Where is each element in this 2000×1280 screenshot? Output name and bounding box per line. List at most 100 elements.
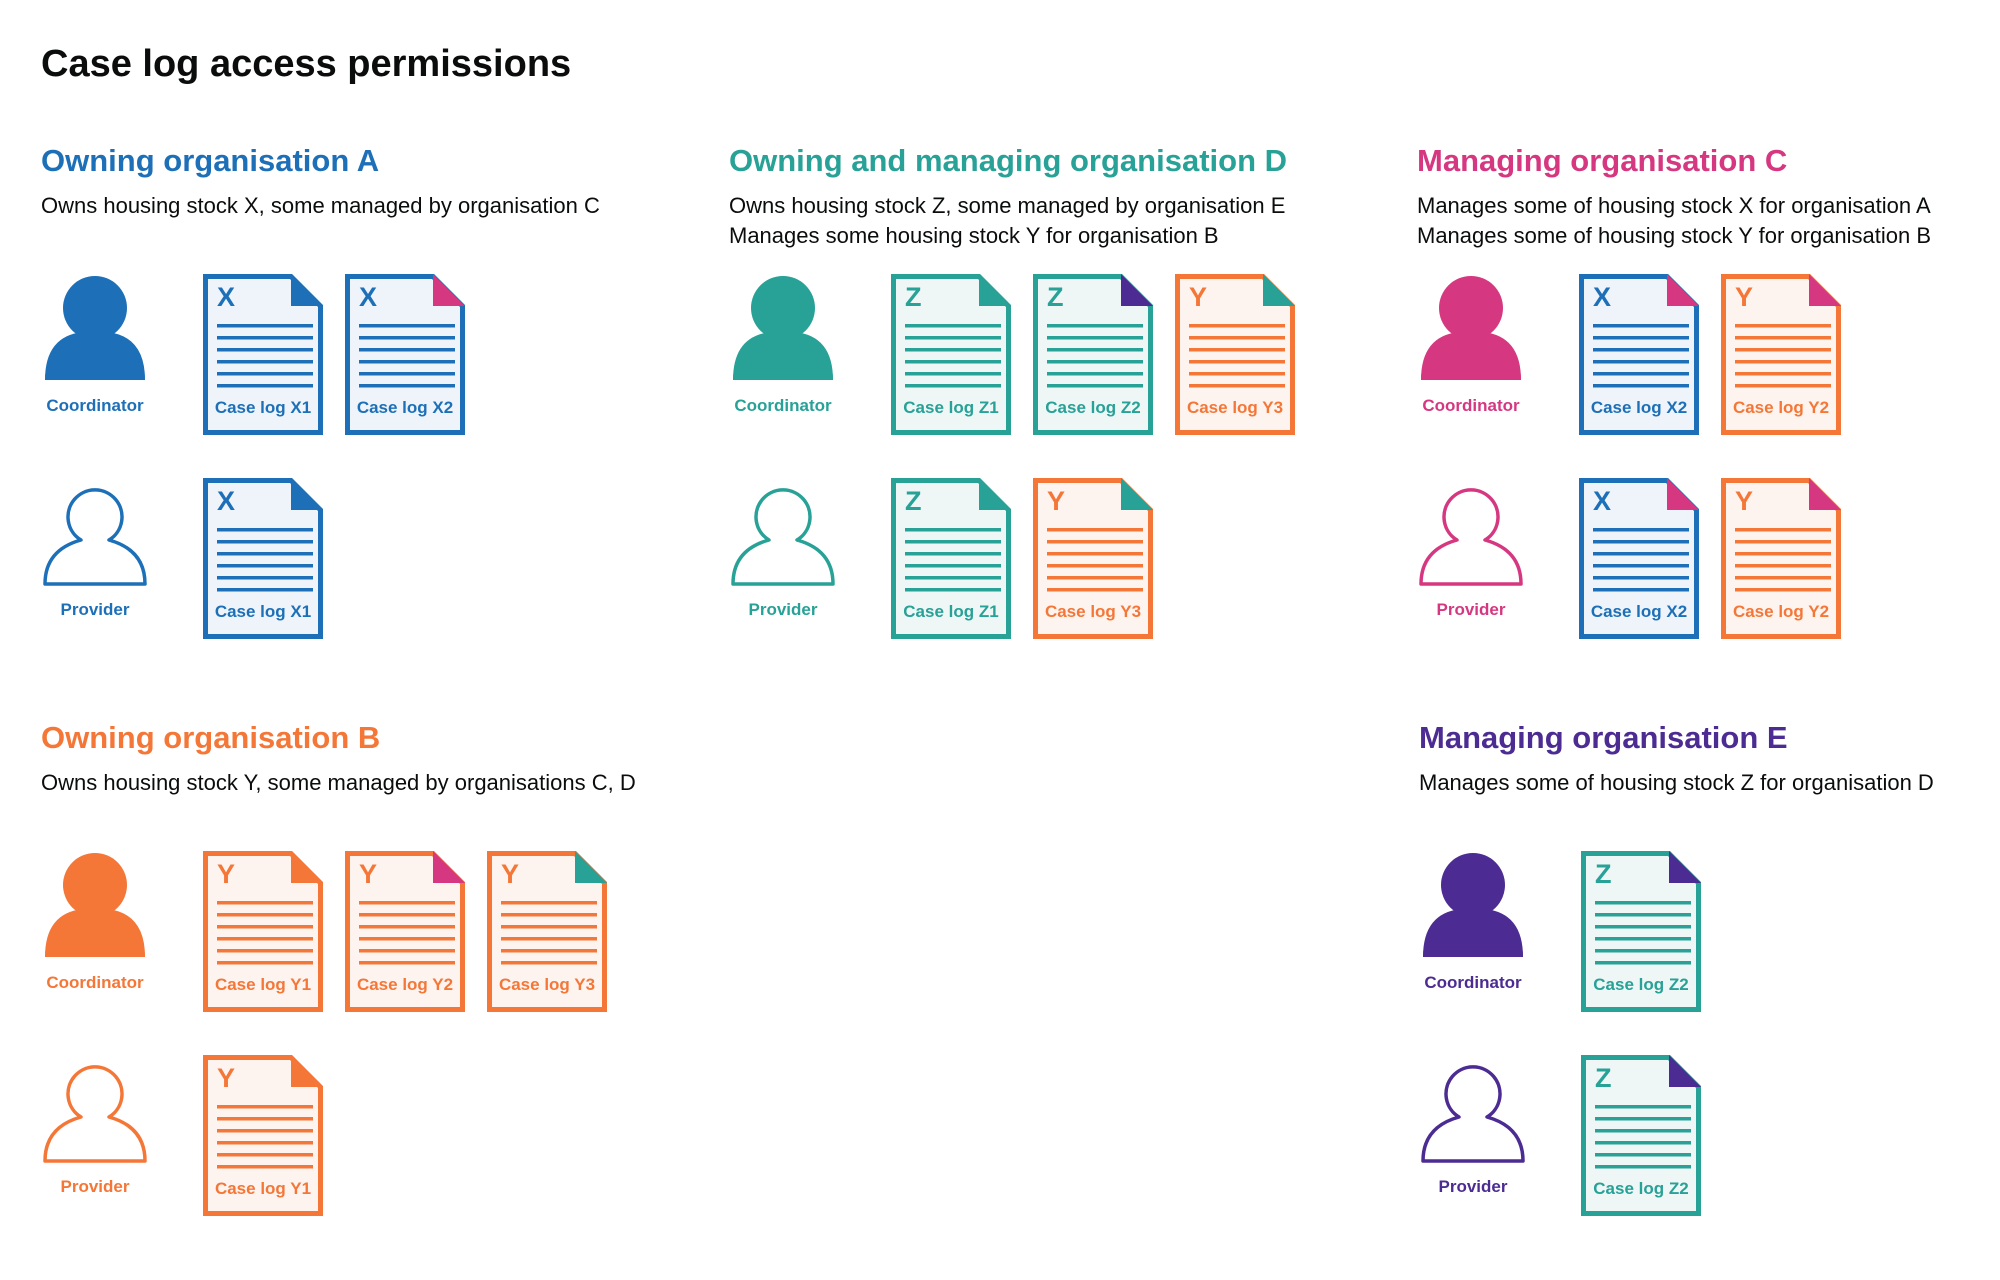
section-title: Owning and managing organisation D [729, 143, 1288, 178]
role-row-provider: Provider Y Case log Y1 [41, 1055, 701, 1225]
stock-letter: X [217, 282, 236, 312]
case-log-label: Case log Z2 [1593, 1179, 1689, 1198]
case-log-label: Case log X1 [214, 398, 312, 417]
case-log-document: Y Case log Y3 [487, 851, 607, 1012]
role-row-coordinator: Coordinator Y Case log Y1 Y Case log Y2 Y C… [41, 851, 701, 1021]
description-line: Manages some of housing stock Z for orga… [1419, 770, 1934, 795]
case-log-label: Case log X2 [1590, 398, 1688, 417]
role-label: Provider [748, 600, 818, 619]
role-label: Provider [1436, 600, 1506, 619]
role-label: Provider [1438, 1177, 1508, 1196]
person-filled-icon [729, 274, 837, 382]
person-coordinator: Coordinator [41, 274, 149, 416]
person-outline-icon [41, 1055, 149, 1163]
role-row-coordinator: Coordinator Z Case log Z1 Z Case log Z2 Y C… [729, 274, 1389, 444]
case-log-label: Case log Y2 [1732, 602, 1830, 621]
page-title: Case log access permissions [41, 43, 572, 85]
case-log-label: Case log Y1 [214, 1179, 312, 1198]
stock-letter: Y [501, 859, 520, 889]
case-log-document: X Case log X2 [1579, 478, 1699, 639]
case-log-label: Case log X2 [1590, 602, 1688, 621]
stock-letter: Y [1047, 486, 1066, 516]
case-log-document: X Case log X1 [203, 478, 323, 639]
section-title: Owning organisation A [41, 143, 380, 178]
stock-letter: Z [1595, 859, 1612, 889]
case-log-document: Z Case log Z1 [891, 274, 1011, 435]
case-log-label: Case log Y2 [1732, 398, 1830, 417]
stock-letter: Y [1189, 282, 1208, 312]
org-section-owning-organisation-b: Owning organisation B Owns housing stock … [41, 718, 701, 1278]
case-log-label: Case log Z1 [903, 398, 999, 417]
stock-letter: X [359, 282, 378, 312]
case-log-label: Case log Z2 [1593, 975, 1689, 994]
stock-letter: Z [1595, 1063, 1612, 1093]
person-outline-icon [1419, 1055, 1527, 1163]
stock-letter: Z [1047, 282, 1064, 312]
case-log-document: Z Case log Z2 [1581, 851, 1701, 1012]
description-line: Owns housing stock Z, some managed by or… [729, 193, 1286, 218]
role-row-provider: Provider X Case log X2 Y Case log Y2 [1417, 478, 2000, 648]
case-log-label: Case log Y1 [214, 975, 312, 994]
case-log-document: Y Case log Y3 [1033, 478, 1153, 639]
section-title: Managing organisation C [1417, 143, 1788, 178]
stock-letter: Y [217, 1063, 236, 1093]
case-log-label: Case log Y2 [356, 975, 454, 994]
stock-letter: Y [1735, 282, 1754, 312]
role-row-coordinator: Coordinator Z Case log Z2 [1419, 851, 2000, 1021]
role-label: Coordinator [1424, 973, 1522, 992]
description-line: Manages some of housing stock Y for orga… [1417, 223, 1932, 248]
case-log-label: Case log Y3 [1044, 602, 1142, 621]
org-section-managing-organisation-c: Managing organisation C Manages some of h… [1417, 141, 2000, 701]
case-log-document: X Case log X2 [1579, 274, 1699, 435]
description-line: Owns housing stock X, some managed by or… [41, 193, 600, 218]
case-log-document: Z Case log Z2 [1581, 1055, 1701, 1216]
section-title: Managing organisation E [1419, 720, 1788, 755]
case-log-label: Case log X1 [214, 602, 312, 621]
role-row-coordinator: Coordinator X Case log X1 X Case log X2 [41, 274, 701, 444]
person-coordinator: Coordinator [41, 851, 149, 993]
role-label: Coordinator [734, 396, 832, 415]
stock-letter: X [217, 486, 236, 516]
role-label: Coordinator [46, 396, 144, 415]
case-log-label: Case log Z2 [1045, 398, 1141, 417]
description-line: Manages some of housing stock X for orga… [1417, 193, 1931, 218]
section-description: Owns housing stock Z, some managed by or… [729, 191, 1285, 251]
case-log-label: Case log Z1 [903, 602, 999, 621]
person-filled-icon [41, 274, 149, 382]
case-log-document: Y Case log Y3 [1175, 274, 1295, 435]
stock-letter: Z [905, 282, 922, 312]
case-log-document: Y Case log Y2 [1721, 274, 1841, 435]
person-coordinator: Coordinator [1417, 274, 1525, 416]
person-outline-icon [729, 478, 837, 586]
case-log-label: Case log Y3 [498, 975, 596, 994]
case-log-document: Y Case log Y1 [203, 851, 323, 1012]
person-filled-icon [41, 851, 149, 959]
role-label: Coordinator [1422, 396, 1520, 415]
case-log-document: Z Case log Z2 [1033, 274, 1153, 435]
stock-letter: Y [1735, 486, 1754, 516]
stock-letter: Y [359, 859, 378, 889]
role-label: Provider [60, 600, 130, 619]
description-line: Manages some housing stock Y for organis… [729, 223, 1219, 248]
section-description: Owns housing stock X, some managed by or… [41, 191, 600, 221]
case-log-document: X Case log X2 [345, 274, 465, 435]
person-outline-icon [1417, 478, 1525, 586]
case-log-document: Y Case log Y1 [203, 1055, 323, 1216]
case-log-document: Z Case log Z1 [891, 478, 1011, 639]
person-provider: Provider [1419, 1055, 1527, 1197]
stock-letter: Y [217, 859, 236, 889]
section-title: Owning organisation B [41, 720, 381, 755]
person-coordinator: Coordinator [729, 274, 837, 416]
role-label: Coordinator [46, 973, 144, 992]
person-coordinator: Coordinator [1419, 851, 1527, 993]
person-provider: Provider [1417, 478, 1525, 620]
stock-letter: X [1593, 282, 1612, 312]
org-section-owning-organisation-a: Owning organisation A Owns housing stock … [41, 141, 701, 701]
section-description: Manages some of housing stock X for orga… [1417, 191, 1931, 251]
person-provider: Provider [41, 478, 149, 620]
person-filled-icon [1419, 851, 1527, 959]
person-provider: Provider [41, 1055, 149, 1197]
role-row-provider: Provider Z Case log Z1 Y Case log Y3 [729, 478, 1389, 648]
section-description: Owns housing stock Y, some managed by or… [41, 768, 636, 798]
case-log-document: X Case log X1 [203, 274, 323, 435]
